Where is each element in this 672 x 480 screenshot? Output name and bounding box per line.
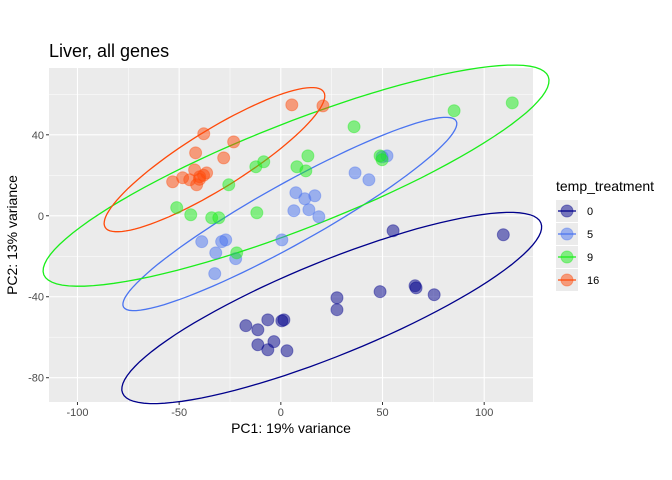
point-group-0	[386, 224, 400, 238]
point-group-5	[362, 173, 376, 187]
point-group-0	[277, 313, 291, 327]
point-group-0	[280, 344, 294, 358]
x-tick-label: 0	[278, 407, 284, 419]
legend-point-16	[560, 273, 574, 287]
x-axis-label: PC1: 19% variance	[231, 420, 351, 436]
point-group-9	[299, 164, 313, 178]
point-group-9	[257, 155, 271, 169]
point-group-5	[287, 204, 301, 218]
y-axis-label: PC2: 13% variance	[4, 175, 20, 295]
ellipse-group-0	[121, 211, 543, 405]
point-group-0	[427, 288, 441, 302]
point-group-5	[195, 235, 209, 249]
point-group-9	[222, 178, 236, 192]
legend-point-5	[560, 227, 574, 241]
point-group-5	[348, 166, 362, 180]
point-group-9	[375, 153, 389, 167]
legend-label-0: 0	[587, 206, 593, 218]
point-group-16	[285, 98, 299, 112]
legend-point-9	[560, 250, 574, 264]
chart-title: Liver, all genes	[49, 41, 169, 61]
y-tick-label: -80	[28, 373, 44, 385]
point-group-0	[496, 228, 510, 242]
point-group-5	[209, 246, 223, 260]
point-group-16	[316, 99, 330, 113]
x-tick-label: -100	[66, 407, 88, 419]
point-group-0	[251, 323, 265, 337]
x-tick-label: 50	[376, 407, 388, 419]
y-tick-label: 0	[38, 211, 44, 223]
point-group-5	[275, 233, 289, 247]
point-group-9	[301, 149, 315, 163]
x-tick-label: 100	[475, 407, 493, 419]
legend-label-16: 16	[587, 275, 599, 287]
point-group-16	[217, 151, 231, 165]
point-group-9	[447, 104, 461, 118]
plot-panel	[49, 68, 533, 402]
y-tick-label: -40	[28, 292, 44, 304]
point-group-5	[302, 203, 316, 217]
point-group-9	[505, 96, 519, 110]
point-group-0	[330, 291, 344, 305]
legend-title: temp_treatment	[556, 178, 654, 194]
legend-point-0	[560, 204, 574, 218]
point-group-9	[184, 208, 198, 222]
point-group-0	[251, 338, 265, 352]
point-group-9	[230, 246, 244, 260]
point-group-9	[347, 120, 361, 134]
point-group-5	[312, 210, 326, 224]
point-group-5	[219, 233, 233, 247]
ellipse-group-5	[122, 116, 458, 312]
point-group-0	[239, 319, 253, 333]
point-group-16	[197, 127, 211, 141]
ellipse-group-16	[103, 86, 326, 233]
point-group-5	[308, 189, 322, 203]
point-group-9	[170, 201, 184, 215]
point-group-16	[189, 146, 203, 160]
legend-label-9: 9	[587, 252, 593, 264]
point-group-9	[250, 206, 264, 220]
point-group-0	[330, 303, 344, 317]
point-group-16	[188, 163, 202, 177]
point-group-0	[261, 313, 275, 327]
legend: 0 5 9 16	[556, 200, 599, 291]
x-tick-label: -50	[171, 407, 187, 419]
point-group-5	[208, 267, 222, 281]
legend-label-5: 5	[587, 229, 593, 241]
point-group-5	[289, 186, 303, 200]
point-group-0	[267, 335, 281, 349]
point-group-16	[197, 168, 211, 182]
point-group-9	[212, 211, 226, 225]
point-group-0	[409, 281, 423, 295]
ellipse-group-9	[42, 64, 550, 287]
y-tick-label: 40	[32, 130, 44, 142]
point-group-16	[227, 135, 241, 149]
point-group-0	[373, 285, 387, 299]
